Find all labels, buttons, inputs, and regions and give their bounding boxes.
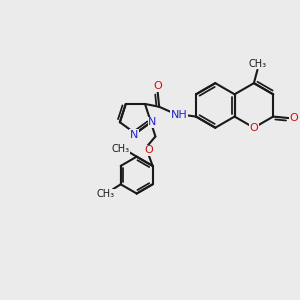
Text: O: O (250, 123, 258, 133)
Text: CH₃: CH₃ (97, 189, 115, 200)
Text: O: O (290, 113, 298, 123)
Text: CH₃: CH₃ (248, 59, 266, 69)
Text: CH₃: CH₃ (112, 144, 130, 154)
Text: O: O (144, 146, 153, 155)
Text: O: O (153, 81, 162, 91)
Text: N: N (130, 130, 138, 140)
Text: NH: NH (171, 110, 188, 120)
Text: N: N (148, 117, 157, 127)
